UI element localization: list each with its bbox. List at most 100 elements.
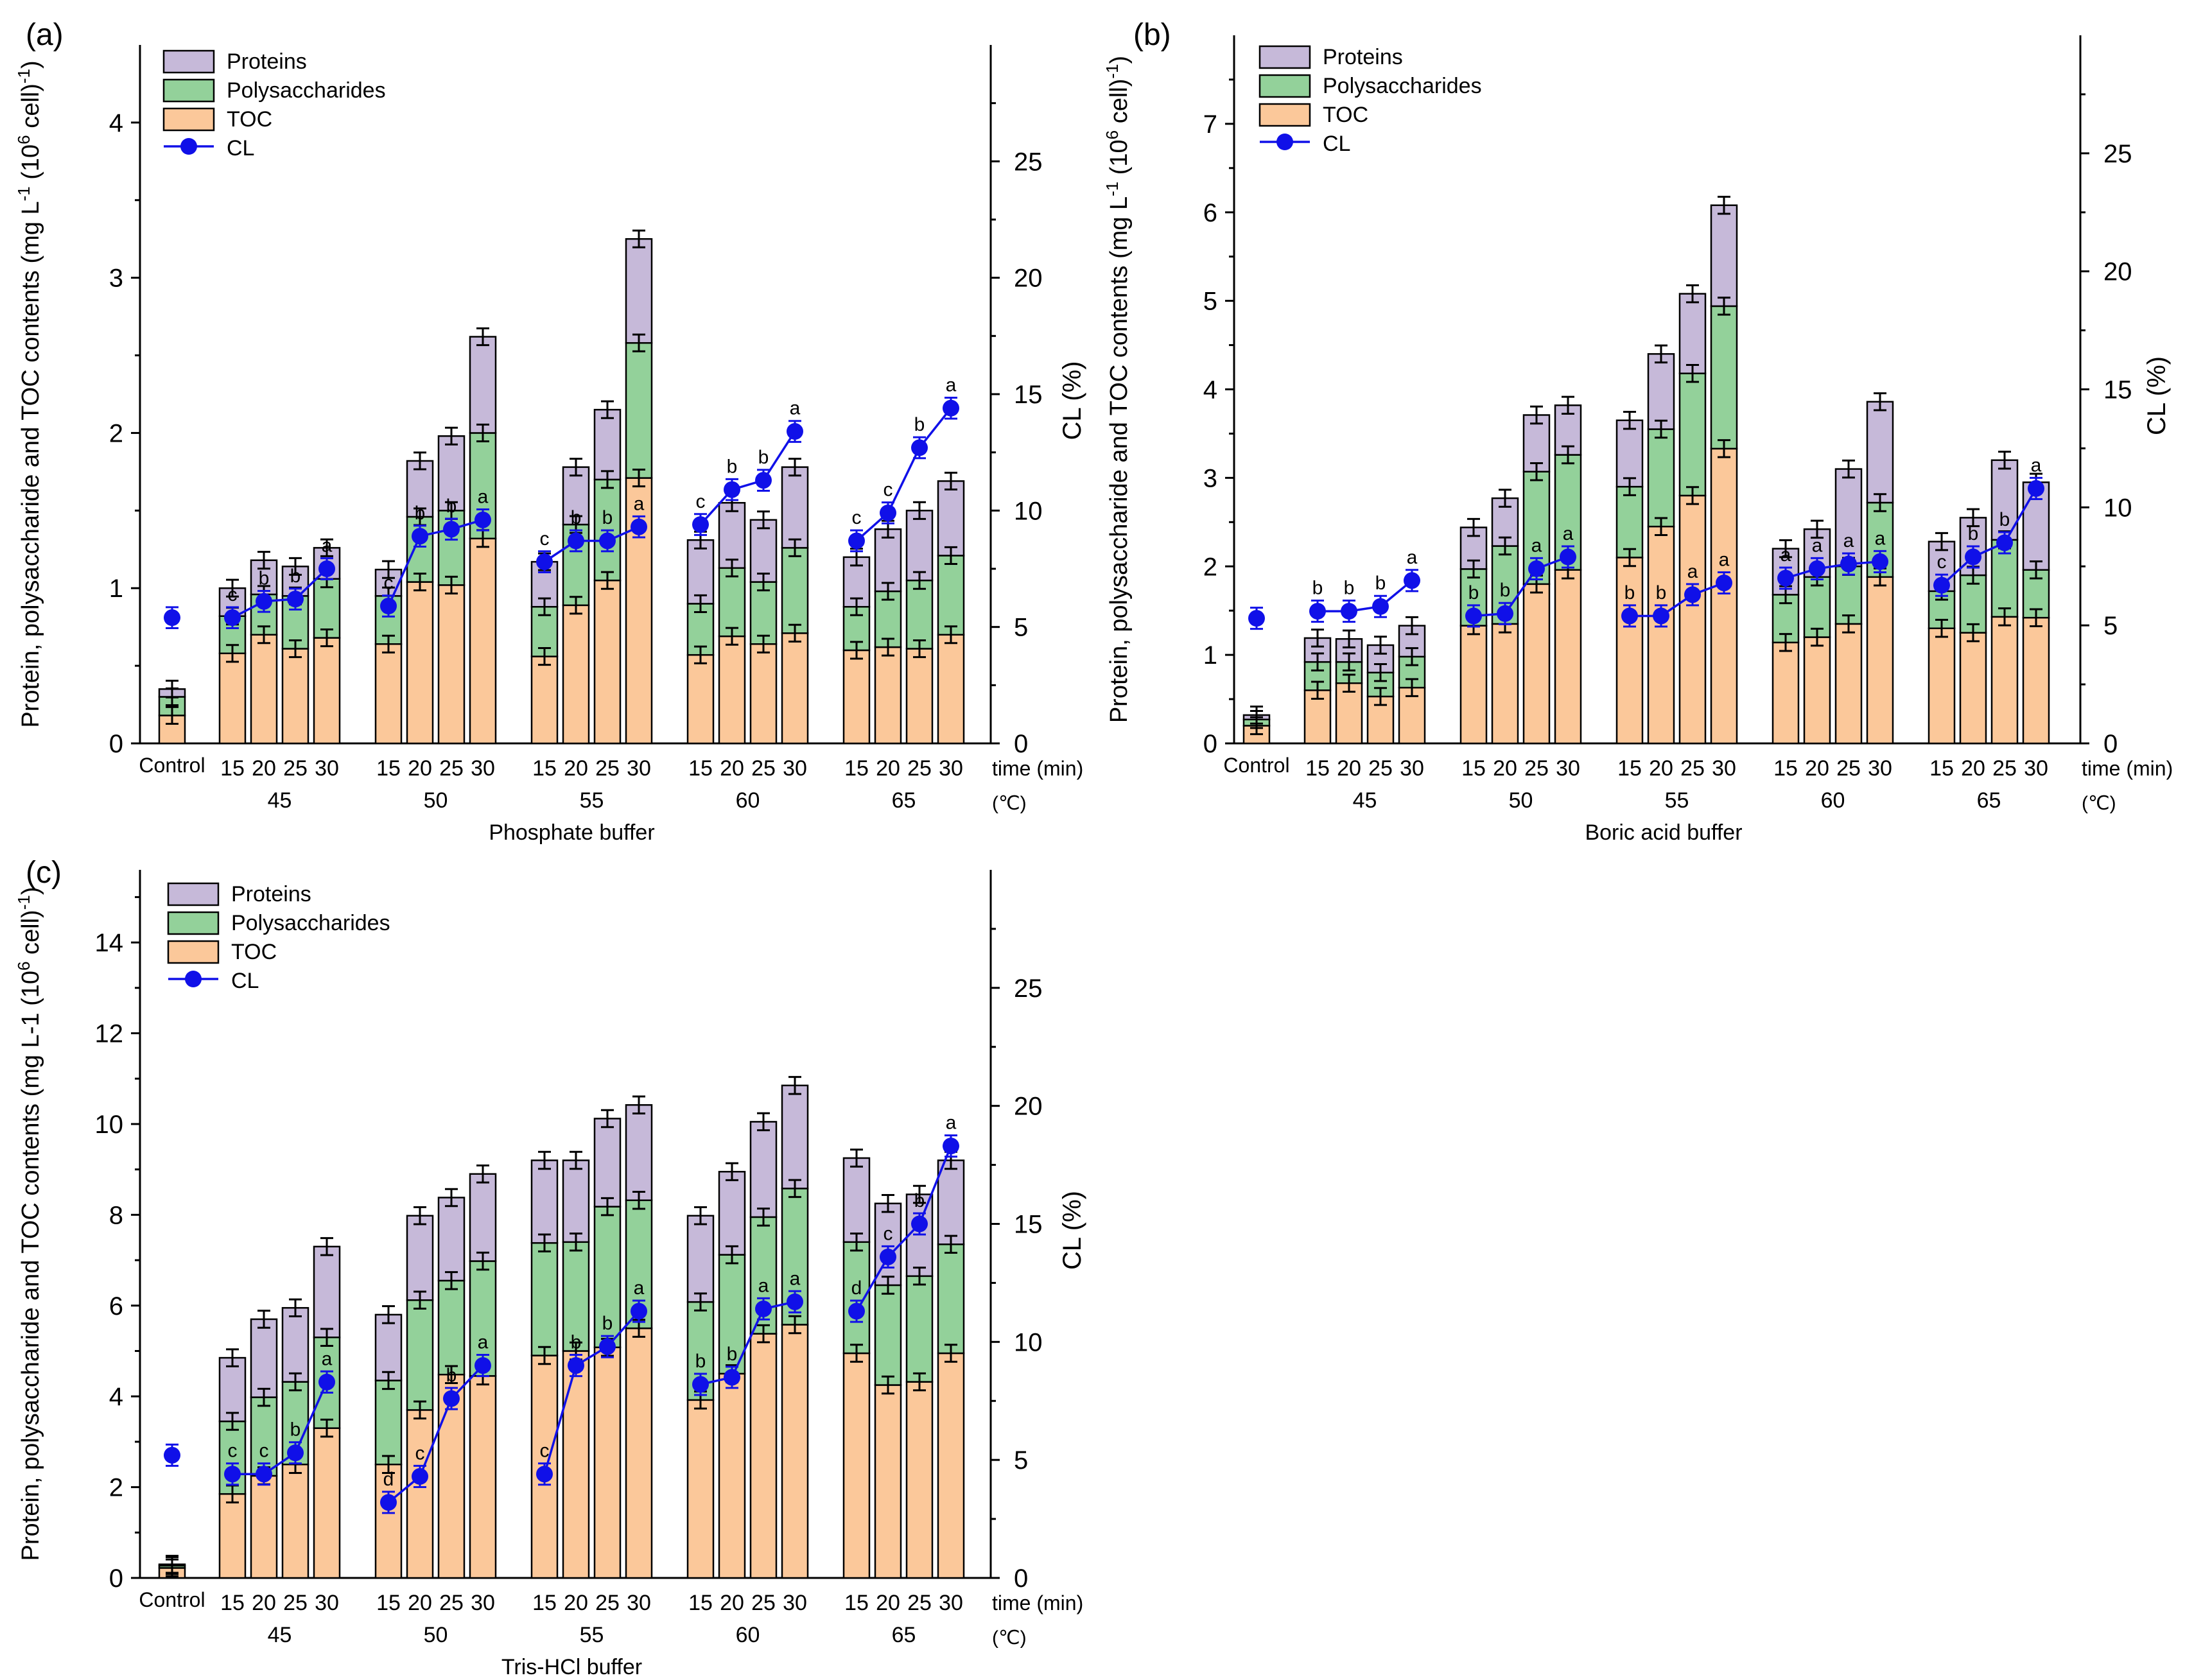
significance-letter: a [322,535,333,557]
significance-letter: a [1531,535,1542,556]
toc-bar [437,584,466,745]
temperature-label: 55 [580,788,604,813]
x-tick-label: 25 [751,1591,776,1615]
toc-bar [1647,525,1675,745]
x-tick-label: 30 [471,1591,495,1615]
proteins-bar [469,1173,497,1262]
cl-series-line [700,1301,796,1386]
proteins-bar [686,539,715,605]
legend-marker [180,138,197,155]
toc-bar [749,643,778,745]
x-tick-label: 25 [1680,756,1705,781]
y-tick-label: 8 [109,1201,123,1229]
cl-point [755,472,772,489]
significance-letter: c [1937,551,1947,573]
proteins-bar [937,1159,965,1245]
temperature-label: 50 [424,1623,448,1647]
cl-point [880,504,896,521]
legend-swatch [162,107,215,132]
legend-swatch [167,911,220,935]
temperature-unit-label: (℃) [2082,793,2116,814]
polysaccharides-bar [718,567,746,637]
y2-tick-label: 25 [1014,974,1043,1003]
proteins-bar [781,1084,809,1190]
y-axis-title-sup: -1 [14,895,33,910]
x-tick-label: 30 [1868,756,1892,781]
cl-point [724,481,740,498]
x-label-control: Control [1223,754,1289,777]
y-axis-title-part: cell) [17,83,44,135]
y-tick-label: 4 [1203,376,1217,404]
x-tick-label: 25 [907,756,932,781]
proteins-bar [625,1104,653,1201]
x-label-control: Control [139,1588,205,1611]
significance-letter: b [1624,582,1635,603]
cl-series-line [544,526,640,563]
y-axis-title: Protein, polysaccharide and TOC contents… [14,60,44,727]
polysaccharides-bar [437,1279,466,1376]
cl-point [880,1248,896,1265]
significance-letter: b [695,1351,706,1372]
y-axis-title-part: ) [1106,56,1133,64]
cl-series-line [387,519,483,607]
cl-series-line [1630,582,1725,618]
significance-letter: a [1812,535,1823,556]
significance-letter: b [1375,573,1386,594]
toc-bar [937,634,965,745]
significance-letter: c [384,573,394,594]
x-tick-label: 20 [876,756,900,781]
x-tick-label: 15 [376,756,401,781]
x-tick-label: 30 [1400,756,1424,781]
toc-bar [625,1327,653,1579]
toc-bar [1959,632,1987,745]
significance-letter: a [946,374,957,395]
x-tick-label: 25 [751,756,776,781]
significance-letter: b [1999,509,2010,530]
x-tick-label: 20 [564,1591,588,1615]
temperature-label: 45 [268,1623,292,1647]
y-tick-label: 6 [109,1292,123,1321]
temperature-label: 60 [736,788,760,813]
polysaccharides-bar [530,1242,559,1356]
x-tick-label: 15 [1305,756,1330,781]
significance-letter: a [1407,547,1418,568]
temperature-label: 50 [424,788,448,813]
cl-series-line [855,407,952,542]
toc-bar [1710,447,1738,745]
cl-point [692,1376,709,1393]
buffer-title: Boric acid buffer [1585,820,1742,845]
significance-letter: a [1719,549,1730,570]
toc-bar [781,632,809,745]
significance-letter: c [540,1441,550,1462]
y-tick-label: 0 [109,1564,123,1593]
legend-label: Polysaccharides [227,78,386,103]
toc-bar [250,1475,278,1579]
cl-point [1653,607,1669,625]
toc-bar [1834,623,1863,745]
y-tick-label: 12 [95,1020,124,1048]
x-tick-label: 15 [220,756,245,781]
toc-bar [905,1381,934,1579]
toc-bar [1554,569,1582,745]
legend-marker [1276,134,1293,150]
y-tick-label: 4 [109,109,123,137]
significance-letter: b [1344,578,1355,599]
x-tick-label: 15 [1773,756,1798,781]
proteins-bar [718,1170,746,1256]
x-tick-label: 25 [283,756,308,781]
toc-bar [1459,625,1488,745]
cl-point [943,399,959,417]
significance-letter: a [478,487,489,508]
significance-letter: b [914,1190,925,1211]
cl-point [1528,560,1545,577]
significance-letter: a [758,1275,769,1296]
toc-bar [469,537,497,745]
proteins-bar [218,1356,247,1423]
significance-letter: a [1687,561,1698,582]
buffer-title: Tris-HCl buffer [501,1655,642,1679]
legend-swatch [167,882,220,906]
toc-bar [530,655,559,745]
y-tick-label: 4 [109,1383,123,1411]
cl-point [256,593,272,610]
toc-bar [1772,641,1800,745]
